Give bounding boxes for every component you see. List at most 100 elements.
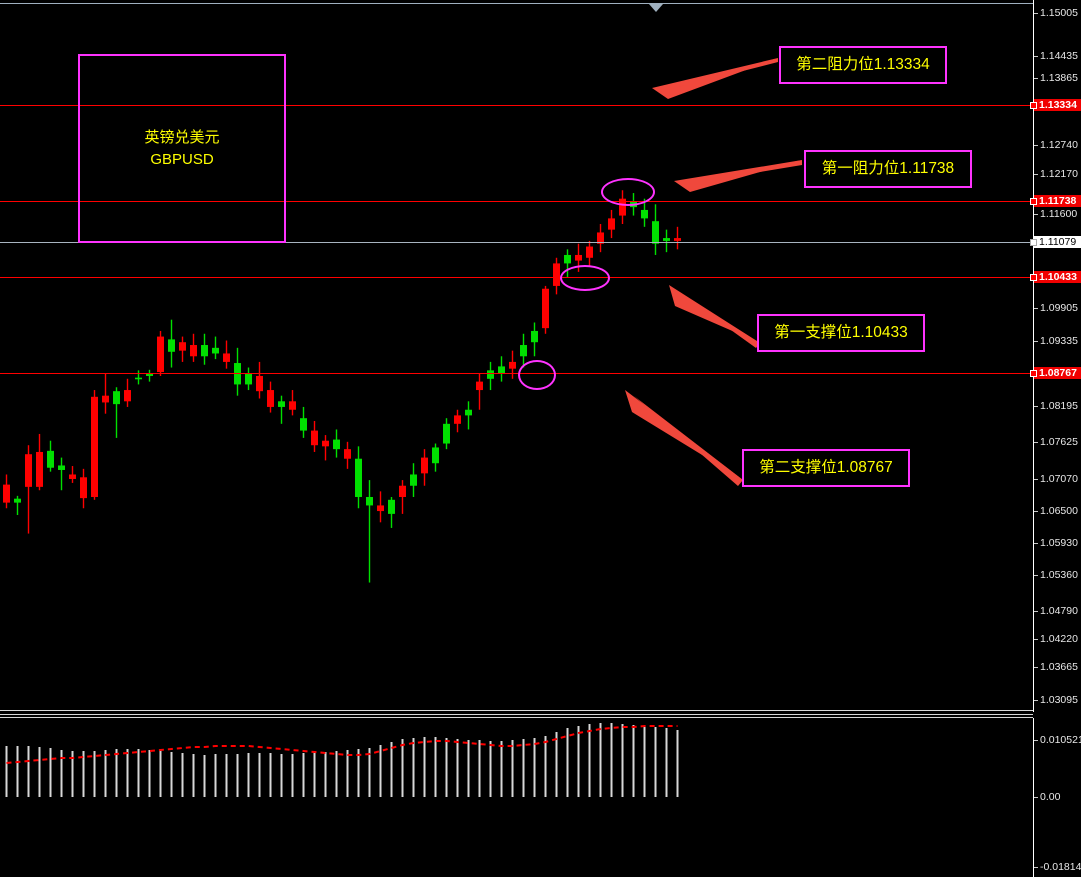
price-axis[interactable]: 1.15005 1.14435 1.13865 1.13334 1.12740 1.121… [1030, 0, 1081, 712]
annotation-label-support-1: 第一支撑位1.10433 [774, 324, 908, 342]
candle [146, 369, 153, 382]
candle [366, 480, 373, 583]
indicator-pane[interactable] [0, 718, 1033, 877]
candle [608, 209, 615, 239]
price-tick-1.07070: 1.07070 [1034, 473, 1078, 485]
candle [234, 347, 241, 396]
candle [465, 401, 472, 430]
price-tick-1.13865: 1.13865 [1034, 72, 1078, 84]
price-tick-1.04220: 1.04220 [1034, 633, 1078, 645]
price-tick-1.05930: 1.05930 [1034, 537, 1078, 549]
crosshair-marker-icon [649, 4, 663, 12]
symbol-title-cn: 英镑兑美元 [144, 128, 220, 146]
price-tick-knob [1030, 239, 1037, 246]
indicator-tick--0.01814: -0.01814 [1034, 861, 1081, 873]
candle [256, 361, 263, 399]
candle [201, 333, 208, 365]
marker-ellipse-support-2 [518, 360, 556, 390]
price-tick-knob [1030, 102, 1037, 109]
candle [399, 480, 406, 514]
candle [278, 395, 285, 424]
candle [47, 440, 54, 472]
candle [212, 336, 219, 360]
candle [69, 466, 76, 483]
price-tick-1.15005: 1.15005 [1034, 7, 1078, 19]
candle [157, 330, 164, 376]
annotation-box-support-2: 第二支撑位1.08767 [742, 449, 910, 487]
candle [300, 406, 307, 438]
price-tick-1.09335: 1.09335 [1034, 335, 1078, 347]
candle [652, 204, 659, 255]
candle [674, 226, 681, 250]
marker-ellipse-resistance-1 [601, 178, 655, 206]
candle [311, 421, 318, 452]
annotation-label-resistance-2: 第二阻力位1.13334 [796, 56, 930, 74]
price-tick-1.08195: 1.08195 [1034, 400, 1078, 412]
pane-separator-bottom [0, 717, 1033, 718]
candle [355, 446, 362, 509]
candle [432, 443, 439, 472]
candle [91, 390, 98, 500]
level-line-1.11738[interactable] [0, 201, 1033, 202]
price-tick-1.09905: 1.09905 [1034, 302, 1078, 314]
candle [190, 333, 197, 362]
candle [498, 356, 505, 382]
price-tick-1.07625: 1.07625 [1034, 436, 1078, 448]
indicator-series [5, 723, 679, 797]
level-line-1.10433[interactable] [0, 277, 1033, 278]
candle [245, 367, 252, 391]
candle [267, 381, 274, 413]
price-tick-1.13334: 1.13334 [1034, 99, 1081, 111]
candle [25, 445, 32, 534]
candlestick-series [3, 190, 681, 583]
candle [333, 429, 340, 458]
price-chart-pane[interactable] [0, 0, 1033, 712]
indicator-axis[interactable]: 0.010521 0.00 -0.01814 [1033, 718, 1081, 877]
price-tick-1.11738: 1.11738 [1034, 195, 1081, 207]
candle [377, 491, 384, 523]
candle [421, 449, 428, 486]
candle [520, 333, 527, 368]
level-line-1.11079[interactable] [0, 242, 1033, 243]
candle [124, 378, 131, 407]
level-line-1.13334[interactable] [0, 105, 1033, 106]
price-tick-1.08767: 1.08767 [1034, 367, 1081, 379]
price-tick-1.11079: 1.11079 [1034, 236, 1081, 248]
price-tick-1.05360: 1.05360 [1034, 569, 1078, 581]
pane-separator-mid [0, 714, 1033, 715]
annotation-box-resistance-1: 第一阻力位1.11738 [804, 150, 972, 188]
candle [586, 240, 593, 267]
price-tick-knob [1030, 198, 1037, 205]
price-tick-1.03095: 1.03095 [1034, 694, 1078, 706]
candle [531, 322, 538, 357]
candle [597, 224, 604, 253]
candle [14, 495, 21, 516]
candle [135, 370, 142, 385]
annotation-label-support-2: 第二支撑位1.08767 [759, 459, 893, 477]
indicator-tick-0.010521: 0.010521 [1034, 734, 1081, 746]
candle [641, 198, 648, 227]
price-tick-knob [1030, 370, 1037, 377]
symbol-title-box: 英镑兑美元 GBPUSD [78, 54, 286, 243]
candle [487, 361, 494, 391]
candle [168, 319, 175, 368]
marker-ellipse-support-1 [560, 265, 610, 291]
pane-separator-top [0, 710, 1033, 711]
price-tick-1.10433: 1.10433 [1034, 271, 1081, 283]
annotation-box-resistance-2: 第二阻力位1.13334 [779, 46, 947, 84]
candle [388, 496, 395, 528]
chart-top-rule [0, 3, 1033, 4]
price-tick-1.11600: 1.11600 [1034, 208, 1077, 220]
price-tick-1.12740: 1.12740 [1034, 139, 1078, 151]
candle [80, 468, 87, 509]
indicator-signal-line [6, 725, 678, 764]
candle [454, 409, 461, 433]
price-tick-1.03665: 1.03665 [1034, 661, 1078, 673]
level-line-1.08767[interactable] [0, 373, 1033, 374]
candle [443, 418, 450, 450]
candle [58, 457, 65, 491]
candle [36, 433, 43, 491]
candle [410, 463, 417, 497]
candle [663, 229, 670, 253]
